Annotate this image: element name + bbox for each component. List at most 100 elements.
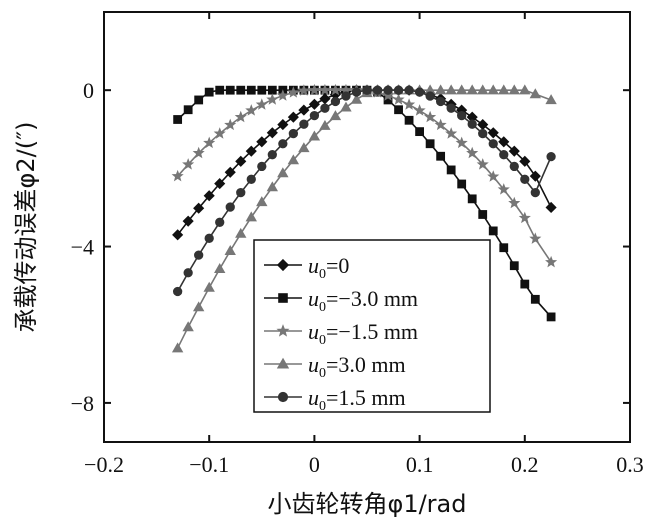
circle-marker — [351, 87, 362, 97]
square-marker — [509, 261, 519, 271]
circle-marker — [320, 103, 330, 113]
star-marker — [234, 110, 247, 123]
triangle-marker — [434, 84, 447, 95]
star-marker — [297, 84, 310, 96]
diamond-marker — [276, 258, 290, 272]
circle-marker — [435, 96, 446, 107]
star-marker — [476, 158, 489, 170]
square-marker — [183, 105, 193, 115]
circle-marker — [393, 85, 404, 95]
y-tick-label: −8 — [71, 391, 94, 416]
triangle-marker — [545, 94, 557, 105]
circle-marker — [509, 161, 519, 172]
triangle-marker — [498, 84, 510, 95]
circle-marker — [467, 119, 477, 129]
diamond-marker — [182, 215, 194, 227]
circle-marker — [215, 217, 225, 227]
circle-marker — [277, 391, 289, 403]
legend-label: u0=0 — [308, 253, 349, 282]
triangle-marker — [277, 167, 289, 178]
triangle-marker — [466, 84, 478, 95]
square-marker — [520, 279, 530, 289]
star-marker — [424, 110, 437, 123]
star-marker — [508, 196, 521, 209]
diamond-marker — [319, 93, 331, 105]
triangle-marker — [529, 88, 542, 99]
legend-label: u0=−3.0 mm — [308, 286, 418, 315]
circle-marker — [257, 161, 267, 172]
diamond-marker — [224, 166, 236, 178]
square-marker — [478, 210, 488, 219]
square-marker — [257, 85, 267, 95]
diamond-marker — [508, 145, 520, 157]
triangle-marker — [203, 281, 215, 292]
diamond-marker — [487, 127, 499, 139]
x-tick-label: −0.1 — [189, 452, 229, 477]
star-marker — [445, 127, 458, 139]
legend-label: u0=3.0 mm — [308, 352, 406, 381]
star-marker — [529, 232, 542, 244]
star-marker — [287, 86, 300, 98]
diamond-marker — [214, 178, 226, 190]
square-marker — [530, 294, 540, 304]
triangle-marker — [245, 211, 257, 222]
y-tick-label: 0 — [83, 78, 94, 103]
triangle-marker — [508, 84, 520, 95]
circle-marker — [309, 110, 320, 121]
triangle-marker — [182, 321, 194, 332]
circle-marker — [546, 151, 556, 162]
circle-marker — [425, 91, 435, 101]
star-marker — [308, 83, 321, 96]
triangle-marker — [319, 119, 331, 130]
tick-labels: −0.2 −0.1 0 0.1 0.2 0.3 0 −4 −8 — [71, 78, 644, 477]
star-marker — [329, 83, 342, 96]
square-marker — [425, 139, 435, 149]
diamond-marker — [266, 127, 278, 139]
circle-marker — [299, 119, 309, 129]
star-marker — [318, 83, 331, 96]
circle-marker — [383, 85, 393, 95]
diamond-marker — [256, 136, 268, 148]
square-marker — [404, 115, 414, 125]
triangle-marker — [171, 342, 184, 353]
circle-marker — [288, 128, 299, 139]
diamond-marker — [287, 111, 299, 123]
square-marker — [173, 115, 183, 124]
x-tick-label: −0.2 — [84, 452, 124, 477]
circle-marker — [278, 139, 288, 149]
circle-marker — [499, 150, 509, 160]
star-marker — [255, 98, 268, 110]
legend: u0=0 u0=−3.0 mm u0=−1.5 mm u0=3.0 mm u0=1.5 … — [253, 239, 491, 414]
square-marker — [467, 194, 477, 204]
star-marker — [466, 146, 479, 159]
triangle-marker — [235, 227, 247, 238]
star-marker — [518, 211, 531, 224]
star-marker — [245, 104, 258, 116]
square-marker — [499, 243, 509, 253]
square-marker — [415, 127, 425, 137]
y-axis-title: 承载传动误差φ2/(″) — [12, 122, 40, 333]
square-marker — [457, 179, 467, 189]
square-marker — [267, 85, 277, 95]
diamond-marker — [298, 104, 310, 116]
x-tick-label: 0.2 — [511, 452, 539, 477]
star-marker — [434, 118, 447, 131]
x-tick-label: 0 — [309, 452, 320, 477]
diamond-marker — [519, 155, 531, 167]
star-marker — [392, 93, 405, 105]
diamond-marker — [529, 170, 541, 182]
diamond-marker — [203, 190, 215, 202]
diamond-marker — [172, 229, 184, 241]
circle-marker — [194, 250, 204, 260]
diamond-marker — [277, 119, 289, 131]
circle-marker — [372, 85, 383, 95]
star-marker — [413, 104, 426, 116]
square-marker — [246, 85, 256, 95]
square-marker — [236, 85, 246, 95]
square-marker — [394, 105, 403, 115]
series-line — [177, 89, 552, 236]
triangle-marker — [266, 181, 279, 192]
triangle-marker — [445, 84, 457, 95]
legend-label: u0=1.5 mm — [308, 385, 406, 414]
